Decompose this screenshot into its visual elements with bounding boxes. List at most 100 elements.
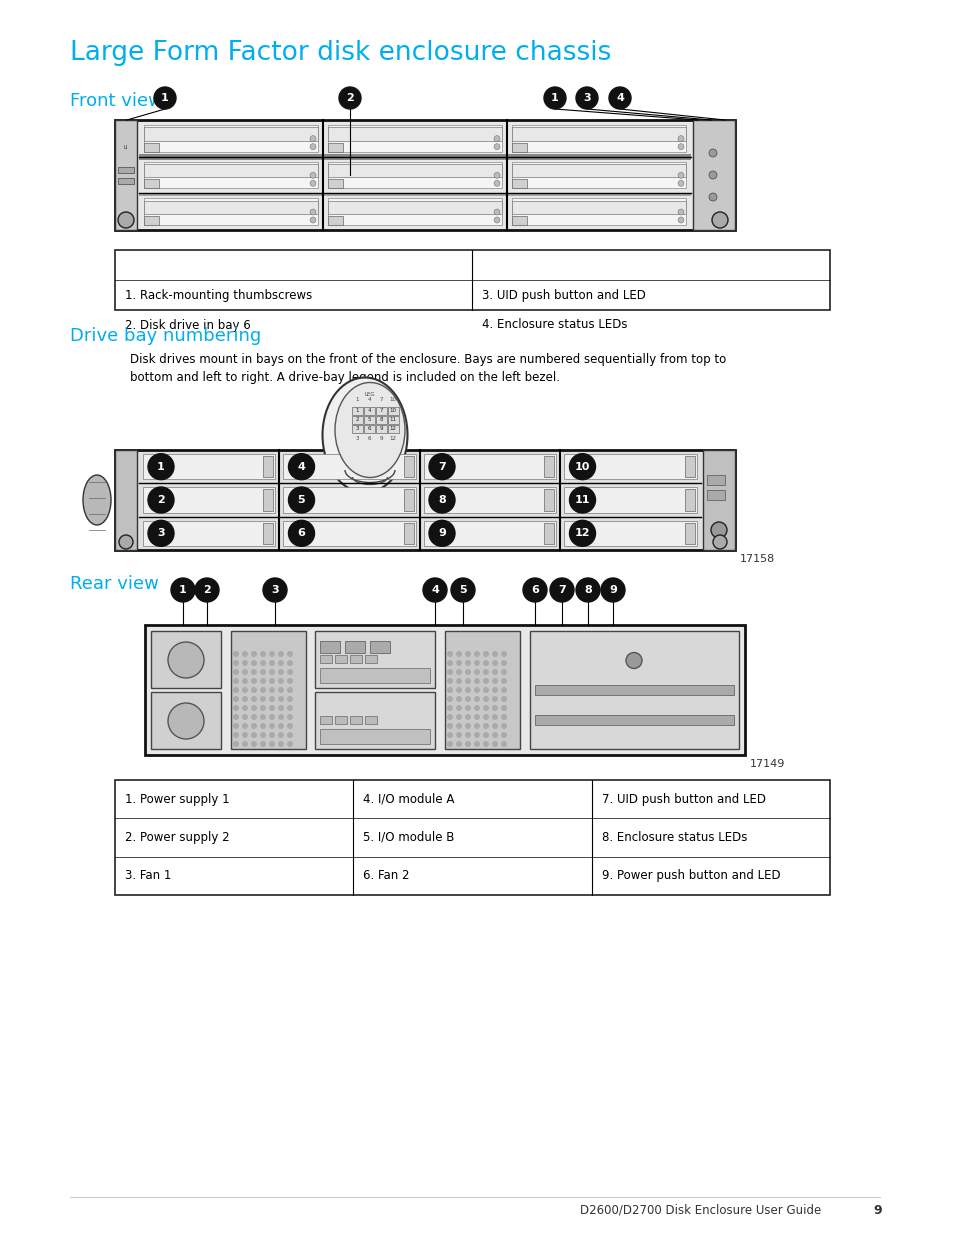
Circle shape xyxy=(464,697,471,701)
Circle shape xyxy=(233,722,239,729)
Circle shape xyxy=(482,697,489,701)
Bar xyxy=(564,521,697,546)
Circle shape xyxy=(500,697,506,701)
Circle shape xyxy=(456,687,461,693)
Text: 9: 9 xyxy=(379,436,382,441)
Text: 9: 9 xyxy=(872,1203,882,1216)
Text: 7: 7 xyxy=(379,396,382,403)
Circle shape xyxy=(269,697,274,701)
Text: 8: 8 xyxy=(583,585,591,595)
Circle shape xyxy=(456,705,461,711)
Circle shape xyxy=(474,714,479,720)
Text: 9: 9 xyxy=(379,426,382,431)
Bar xyxy=(512,199,685,225)
Text: 2: 2 xyxy=(346,93,354,103)
Circle shape xyxy=(277,722,284,729)
Bar xyxy=(118,178,133,184)
Circle shape xyxy=(456,722,461,729)
Bar xyxy=(365,655,376,663)
Circle shape xyxy=(287,714,293,720)
Circle shape xyxy=(474,732,479,739)
Bar xyxy=(364,416,375,424)
Circle shape xyxy=(464,722,471,729)
Text: 4: 4 xyxy=(367,408,371,412)
Circle shape xyxy=(251,705,256,711)
Circle shape xyxy=(251,687,256,693)
Text: 4. I/O module A: 4. I/O module A xyxy=(363,793,455,805)
Bar xyxy=(314,631,435,688)
Circle shape xyxy=(251,732,256,739)
Text: 3: 3 xyxy=(157,529,165,538)
Text: LEG: LEG xyxy=(364,393,375,398)
Circle shape xyxy=(712,535,726,550)
Text: 17158: 17158 xyxy=(740,555,775,564)
Text: 6: 6 xyxy=(367,426,371,431)
Circle shape xyxy=(456,651,461,657)
Bar xyxy=(115,450,137,550)
Circle shape xyxy=(482,732,489,739)
Circle shape xyxy=(492,669,497,676)
Bar xyxy=(144,127,317,141)
Bar xyxy=(403,489,414,510)
Bar xyxy=(512,179,526,188)
Circle shape xyxy=(242,732,248,739)
Bar xyxy=(145,625,744,755)
Circle shape xyxy=(482,669,489,676)
Bar xyxy=(375,416,387,424)
Circle shape xyxy=(277,678,284,684)
Circle shape xyxy=(277,687,284,693)
Bar xyxy=(319,729,430,743)
Bar xyxy=(512,164,685,178)
Circle shape xyxy=(678,136,683,142)
Bar xyxy=(364,408,375,415)
Circle shape xyxy=(168,703,204,739)
Circle shape xyxy=(447,741,453,747)
Bar xyxy=(335,655,347,663)
Text: 4: 4 xyxy=(367,396,371,403)
Bar xyxy=(144,179,159,188)
Circle shape xyxy=(288,453,314,479)
Circle shape xyxy=(708,170,717,179)
Circle shape xyxy=(277,651,284,657)
Circle shape xyxy=(569,487,595,513)
Circle shape xyxy=(277,732,284,739)
Text: 1. Rack-mounting thumbscrews: 1. Rack-mounting thumbscrews xyxy=(125,289,312,301)
Circle shape xyxy=(148,520,173,546)
Bar xyxy=(512,125,685,152)
Circle shape xyxy=(233,651,239,657)
Circle shape xyxy=(451,578,475,601)
Bar xyxy=(143,454,275,479)
Circle shape xyxy=(492,732,497,739)
Circle shape xyxy=(500,659,506,666)
Circle shape xyxy=(569,520,595,546)
Circle shape xyxy=(338,86,360,109)
Circle shape xyxy=(464,678,471,684)
Circle shape xyxy=(233,687,239,693)
Circle shape xyxy=(494,143,499,149)
Circle shape xyxy=(678,180,683,186)
Bar xyxy=(375,408,387,415)
Bar xyxy=(115,450,734,550)
Circle shape xyxy=(269,705,274,711)
Circle shape xyxy=(277,714,284,720)
Text: 5. I/O module B: 5. I/O module B xyxy=(363,831,455,844)
Circle shape xyxy=(482,687,489,693)
Text: 11: 11 xyxy=(389,417,396,422)
Circle shape xyxy=(492,659,497,666)
Circle shape xyxy=(277,697,284,701)
Bar xyxy=(512,200,685,214)
Circle shape xyxy=(242,722,248,729)
Circle shape xyxy=(269,732,274,739)
Text: Front view: Front view xyxy=(70,91,163,110)
Bar xyxy=(283,454,416,479)
Bar xyxy=(314,692,435,748)
Bar xyxy=(684,522,695,543)
Bar xyxy=(370,641,390,653)
Bar xyxy=(388,408,398,415)
Circle shape xyxy=(482,722,489,729)
Circle shape xyxy=(456,714,461,720)
Circle shape xyxy=(678,143,683,149)
Bar xyxy=(423,521,556,546)
Text: 3: 3 xyxy=(582,93,590,103)
Circle shape xyxy=(482,714,489,720)
